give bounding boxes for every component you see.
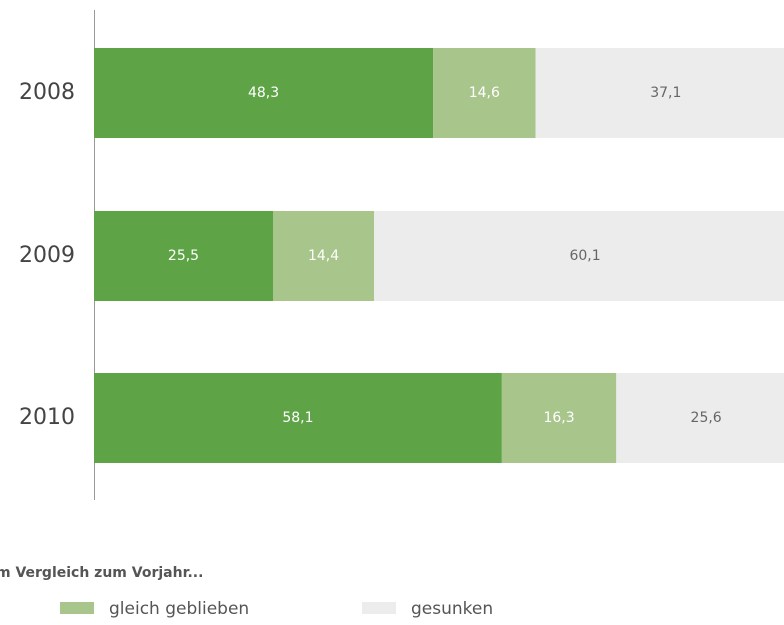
bar-segment xyxy=(535,48,784,138)
bar-segment xyxy=(616,373,784,463)
value-label: 25,5 xyxy=(168,248,199,264)
value-label: 48,3 xyxy=(248,85,279,101)
category-label: 2010 xyxy=(19,405,75,430)
category-label: 2009 xyxy=(19,243,75,268)
value-label: 25,6 xyxy=(691,410,722,426)
bar-segment xyxy=(433,48,536,138)
value-label: 37,1 xyxy=(650,85,681,101)
bar-segment xyxy=(374,211,784,301)
bar-segment xyxy=(501,373,617,463)
bar-segment xyxy=(94,211,274,301)
legend-label: gleich geblieben xyxy=(109,599,249,619)
value-label: 60,1 xyxy=(569,248,600,264)
value-label: 16,3 xyxy=(543,410,574,426)
bar-segment xyxy=(94,48,434,138)
legend-label: gesunken xyxy=(411,599,493,619)
legend-swatch xyxy=(60,602,94,614)
value-label: 14,6 xyxy=(469,85,500,101)
legend-title: m Vergleich zum Vorjahr... xyxy=(0,565,203,581)
legend-swatch xyxy=(362,602,396,614)
value-label: 14,4 xyxy=(308,248,339,264)
value-label: 58,1 xyxy=(282,410,313,426)
bar-segment xyxy=(94,373,502,463)
bar-segment xyxy=(273,211,375,301)
category-label: 2008 xyxy=(19,80,75,105)
